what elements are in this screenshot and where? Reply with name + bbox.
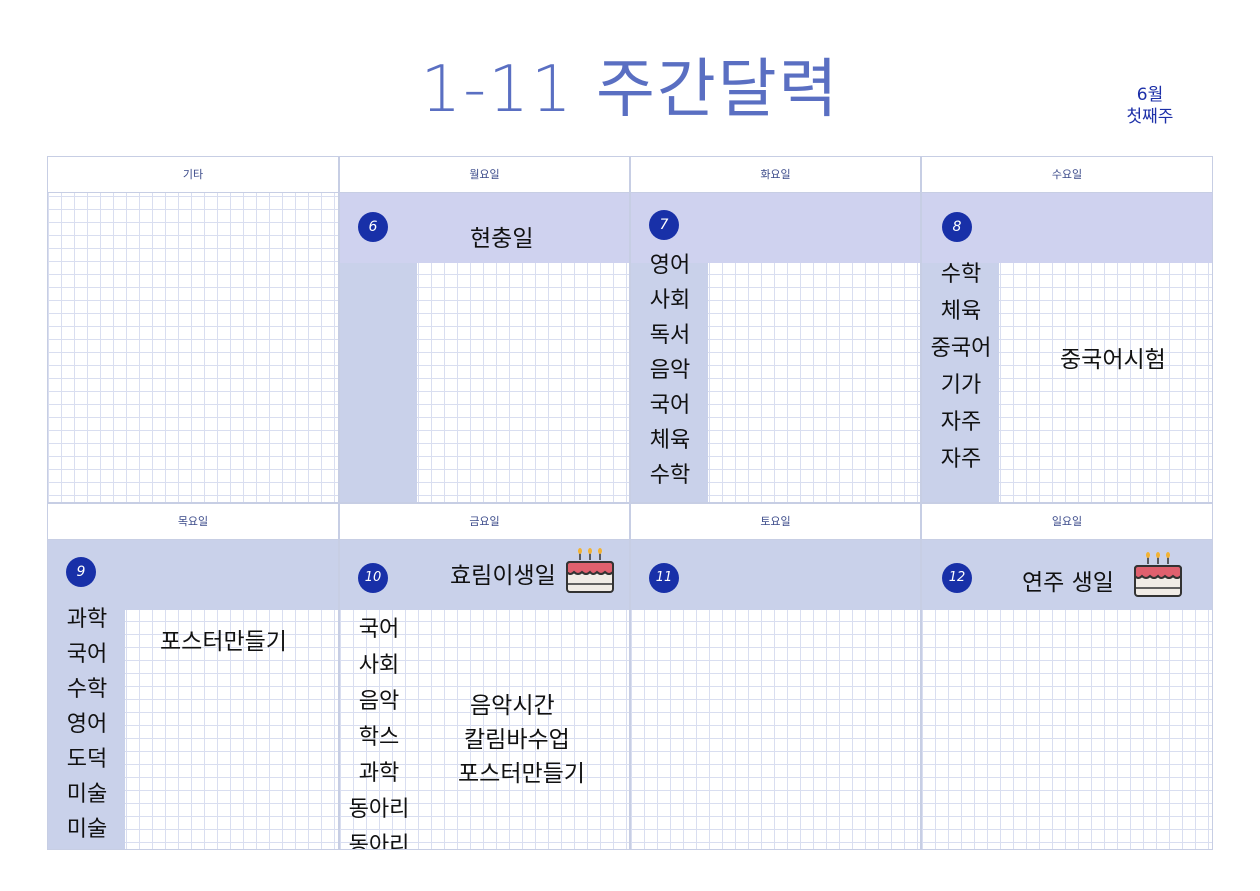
subject: 미술 — [66, 817, 108, 842]
subject: 학스 — [358, 725, 400, 750]
thursday-note: 포스터만들기 — [160, 629, 287, 655]
header-wednesday: 수요일 — [922, 157, 1212, 193]
cell-saturday[interactable]: 토요일 11 — [630, 503, 921, 850]
header-saturday: 토요일 — [631, 504, 920, 540]
wednesday-side — [922, 263, 999, 502]
subject: 자주 — [940, 447, 982, 472]
cell-etc[interactable]: 기타 — [47, 156, 339, 503]
subject: 사회 — [649, 288, 691, 313]
week-number: 첫째주 — [1126, 107, 1174, 127]
monday-side — [340, 263, 417, 502]
subject: 영어 — [649, 253, 691, 278]
monday-band — [340, 193, 629, 263]
thursday-subjects: 과학 국어 수학 영어 도덕 미술 미술 — [52, 602, 122, 847]
subject: 도덕 — [66, 747, 108, 772]
birthday-cake-icon — [566, 548, 614, 593]
wednesday-note: 중국어시험 — [1060, 347, 1166, 373]
weekly-calendar: 기타 월요일 6 현충일 화요일 7 영어 사회 독서 음악 국어 체육 수학 … — [47, 156, 1213, 850]
cell-monday[interactable]: 월요일 6 현충일 — [339, 156, 630, 503]
subject: 수학 — [66, 677, 108, 702]
subject: 영어 — [66, 712, 108, 737]
monday-note: 현충일 — [470, 226, 534, 252]
header-etc: 기타 — [48, 157, 338, 193]
header-friday: 금요일 — [340, 504, 629, 540]
friday-note-2: 칼림바수업 — [464, 727, 570, 753]
subject: 자주 — [940, 410, 982, 435]
week-month: 6월 — [1136, 85, 1164, 105]
thursday-side — [48, 610, 125, 849]
subject: 체육 — [649, 428, 691, 453]
tuesday-band — [631, 193, 920, 263]
subject: 국어 — [649, 393, 691, 418]
tuesday-subjects: 영어 사회 독서 음악 국어 체육 수학 — [637, 248, 703, 493]
header-sunday: 일요일 — [922, 504, 1212, 540]
subject: 국어 — [358, 617, 400, 642]
subject: 중국어 — [930, 336, 992, 361]
subject: 사회 — [358, 653, 400, 678]
header-monday: 월요일 — [340, 157, 629, 193]
header-tuesday: 화요일 — [631, 157, 920, 193]
saturday-band — [631, 540, 920, 610]
cell-thursday[interactable]: 목요일 9 과학 국어 수학 영어 도덕 미술 미술 포스터만들기 — [47, 503, 339, 850]
date-badge-fri: 10 — [358, 563, 388, 593]
subject: 국어 — [66, 642, 108, 667]
subject: 수학 — [649, 463, 691, 488]
subject: 수학 — [940, 262, 982, 287]
birthday-cake-icon — [1134, 552, 1182, 597]
week-label: 6월 첫째주 — [1110, 84, 1190, 128]
date-badge-sun: 12 — [942, 563, 972, 593]
header-thursday: 목요일 — [48, 504, 338, 540]
sunday-title: 연주 생일 — [1022, 570, 1114, 596]
subject: 기가 — [940, 373, 982, 398]
subject: 과학 — [358, 761, 400, 786]
wednesday-subjects: 수학 체육 중국어 기가 자주 자주 — [924, 256, 998, 478]
date-badge-thu: 9 — [66, 557, 96, 587]
thursday-band — [48, 540, 338, 610]
tuesday-side — [631, 263, 708, 502]
subject: 미술 — [66, 782, 108, 807]
date-badge-wed: 8 — [942, 212, 972, 242]
subject: 체육 — [940, 299, 982, 324]
friday-note-3: 포스터만들기 — [458, 761, 585, 787]
subject: 음악 — [358, 689, 400, 714]
subject: 동아리 — [348, 833, 410, 850]
date-badge-mon: 6 — [358, 212, 388, 242]
subject: 동아리 — [348, 797, 410, 822]
date-badge-tue: 7 — [649, 210, 679, 240]
cell-wednesday[interactable]: 수요일 8 수학 체육 중국어 기가 자주 자주 중국어시험 — [921, 156, 1213, 503]
subject: 과학 — [66, 607, 108, 632]
friday-subjects: 국어 사회 음악 학스 과학 동아리 동아리 — [340, 612, 418, 850]
cell-tuesday[interactable]: 화요일 7 영어 사회 독서 음악 국어 체육 수학 — [630, 156, 921, 503]
subject: 음악 — [649, 358, 691, 383]
subject: 독서 — [649, 323, 691, 348]
page-title: 1-11 주간달력 — [420, 53, 840, 127]
friday-note-1: 음악시간 — [470, 693, 555, 719]
date-badge-sat: 11 — [649, 563, 679, 593]
cell-sunday[interactable]: 일요일 12 연주 생일 — [921, 503, 1213, 850]
friday-title: 효림이생일 — [450, 563, 556, 589]
cell-friday[interactable]: 금요일 10 효림이생일 국어 사회 음악 학스 과학 동아리 동아리 음악시간… — [339, 503, 630, 850]
